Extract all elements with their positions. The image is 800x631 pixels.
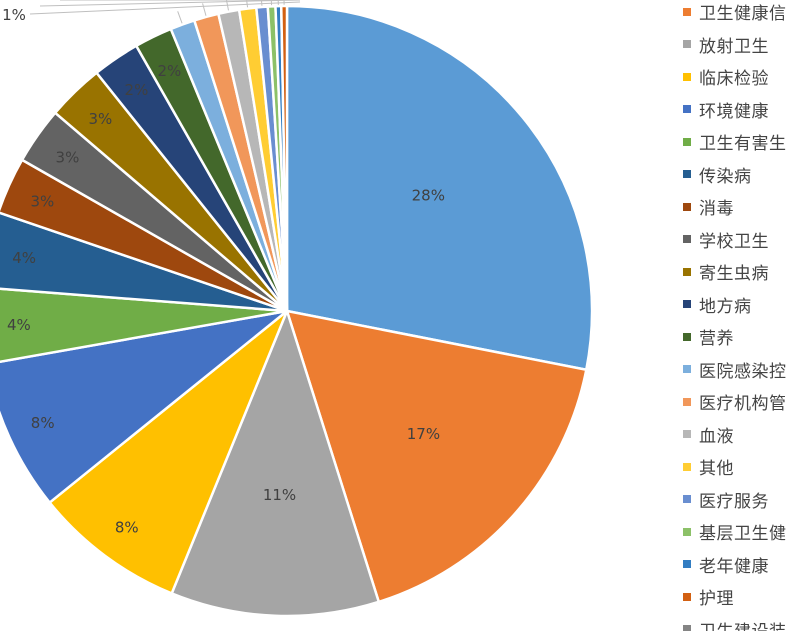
legend-swatch bbox=[683, 365, 691, 373]
legend-label: 老年健康 bbox=[699, 556, 769, 577]
slice-data-label: 8% bbox=[31, 414, 55, 432]
legend-swatch bbox=[683, 625, 691, 631]
legend-label: 医院感染控 bbox=[699, 361, 787, 382]
slice-data-label: 3% bbox=[56, 149, 80, 167]
legend-label: 医疗机构管 bbox=[699, 394, 787, 414]
legend-item: 医疗机构管 bbox=[683, 385, 787, 418]
legend-swatch bbox=[683, 170, 691, 178]
legend-label: 血液 bbox=[699, 426, 734, 447]
legend-item: 传染病 bbox=[683, 158, 752, 191]
pie-slice bbox=[285, 309, 588, 604]
pie-slice bbox=[0, 309, 289, 504]
slice-data-label: 17% bbox=[407, 425, 440, 443]
legend-swatch bbox=[683, 202, 691, 211]
legend-item: 医院感染控 bbox=[683, 353, 787, 386]
slice-data-label: 4% bbox=[7, 316, 31, 334]
legend-label: 卫生健康信 bbox=[699, 4, 787, 24]
legend-label: 医疗服务 bbox=[699, 491, 769, 512]
legend-label: 放射卫生 bbox=[699, 36, 769, 57]
legend-item: 消毒 bbox=[683, 190, 734, 223]
pie-slice bbox=[279, 4, 289, 313]
legend-item: 卫生健康信 bbox=[683, 0, 787, 28]
legend-label: 基层卫生健 bbox=[699, 524, 787, 544]
legend-swatch bbox=[683, 397, 691, 406]
legend-label: 环境健康 bbox=[699, 101, 769, 122]
legend-item: 营养 bbox=[683, 320, 734, 353]
slice-data-label: 2% bbox=[125, 81, 149, 99]
legend-swatch bbox=[683, 137, 691, 146]
pie-slice bbox=[285, 4, 594, 371]
slice-data-label: 11% bbox=[263, 486, 296, 504]
legend-swatch bbox=[683, 267, 691, 276]
slice-data-label: 4% bbox=[12, 249, 36, 267]
slice-data-label: 3% bbox=[30, 193, 54, 211]
legend-swatch bbox=[683, 300, 691, 308]
legend-item: 血液 bbox=[683, 418, 734, 451]
legend-label: 学校卫生 bbox=[699, 231, 769, 252]
legend-item: 老年健康 bbox=[683, 548, 769, 581]
legend-swatch bbox=[683, 495, 691, 503]
legend-swatch bbox=[683, 430, 691, 438]
legend-swatch bbox=[683, 332, 691, 341]
legend-label: 其他 bbox=[699, 459, 734, 479]
legend-item: 基层卫生健 bbox=[683, 515, 787, 548]
legend-item: 其他 bbox=[683, 450, 734, 483]
legend-item: 临床检验 bbox=[683, 60, 769, 93]
slice-data-label: 3% bbox=[88, 110, 112, 128]
pie-slice bbox=[48, 309, 289, 595]
legend-item: 放射卫生 bbox=[683, 28, 769, 61]
legend-label: 卫生有害生 bbox=[699, 134, 787, 154]
slice-data-label: 28% bbox=[412, 187, 445, 205]
legend-item: 卫生建设装 bbox=[683, 613, 787, 631]
legend-label: 地方病 bbox=[699, 296, 752, 317]
pie-slice bbox=[0, 287, 289, 363]
legend-item: 护理 bbox=[683, 580, 734, 613]
leader-line bbox=[39, 0, 301, 7]
legend-swatch bbox=[683, 235, 691, 243]
legend-item: 卫生有害生 bbox=[683, 125, 787, 158]
pie-slice bbox=[0, 211, 289, 313]
legend: 卫生健康信放射卫生临床检验环境健康卫生有害生传染病消毒学校卫生寄生虫病地方病营养… bbox=[683, 0, 800, 631]
legend-swatch bbox=[683, 7, 691, 16]
slice-data-label: 8% bbox=[115, 518, 139, 536]
legend-swatch bbox=[683, 40, 691, 48]
legend-label: 临床检验 bbox=[699, 69, 769, 89]
legend-item: 医疗服务 bbox=[683, 483, 769, 516]
slice-data-label: 2% bbox=[157, 62, 181, 80]
pie-slice bbox=[170, 309, 381, 618]
legend-swatch bbox=[683, 592, 691, 601]
legend-swatch bbox=[683, 527, 691, 536]
legend-label: 消毒 bbox=[699, 199, 734, 219]
legend-swatch bbox=[683, 462, 691, 471]
legend-label: 寄生虫病 bbox=[699, 264, 769, 284]
legend-label: 传染病 bbox=[699, 166, 752, 187]
slice-data-label: 1% bbox=[2, 6, 26, 24]
legend-item: 地方病 bbox=[683, 288, 752, 321]
legend-swatch bbox=[683, 105, 691, 113]
legend-label: 卫生建设装 bbox=[699, 617, 787, 631]
legend-label: 营养 bbox=[699, 329, 734, 349]
legend-swatch bbox=[683, 72, 691, 81]
legend-label: 护理 bbox=[699, 589, 734, 609]
legend-item: 学校卫生 bbox=[683, 223, 769, 256]
legend-item: 寄生虫病 bbox=[683, 255, 769, 288]
leader-line bbox=[29, 1, 301, 15]
legend-item: 环境健康 bbox=[683, 93, 769, 126]
pie-chart: 28% 17% 11% 8% 8% 4% 4% 3% 3% 3% 2% 2% 1% bbox=[0, 0, 594, 618]
legend-swatch bbox=[683, 560, 691, 568]
